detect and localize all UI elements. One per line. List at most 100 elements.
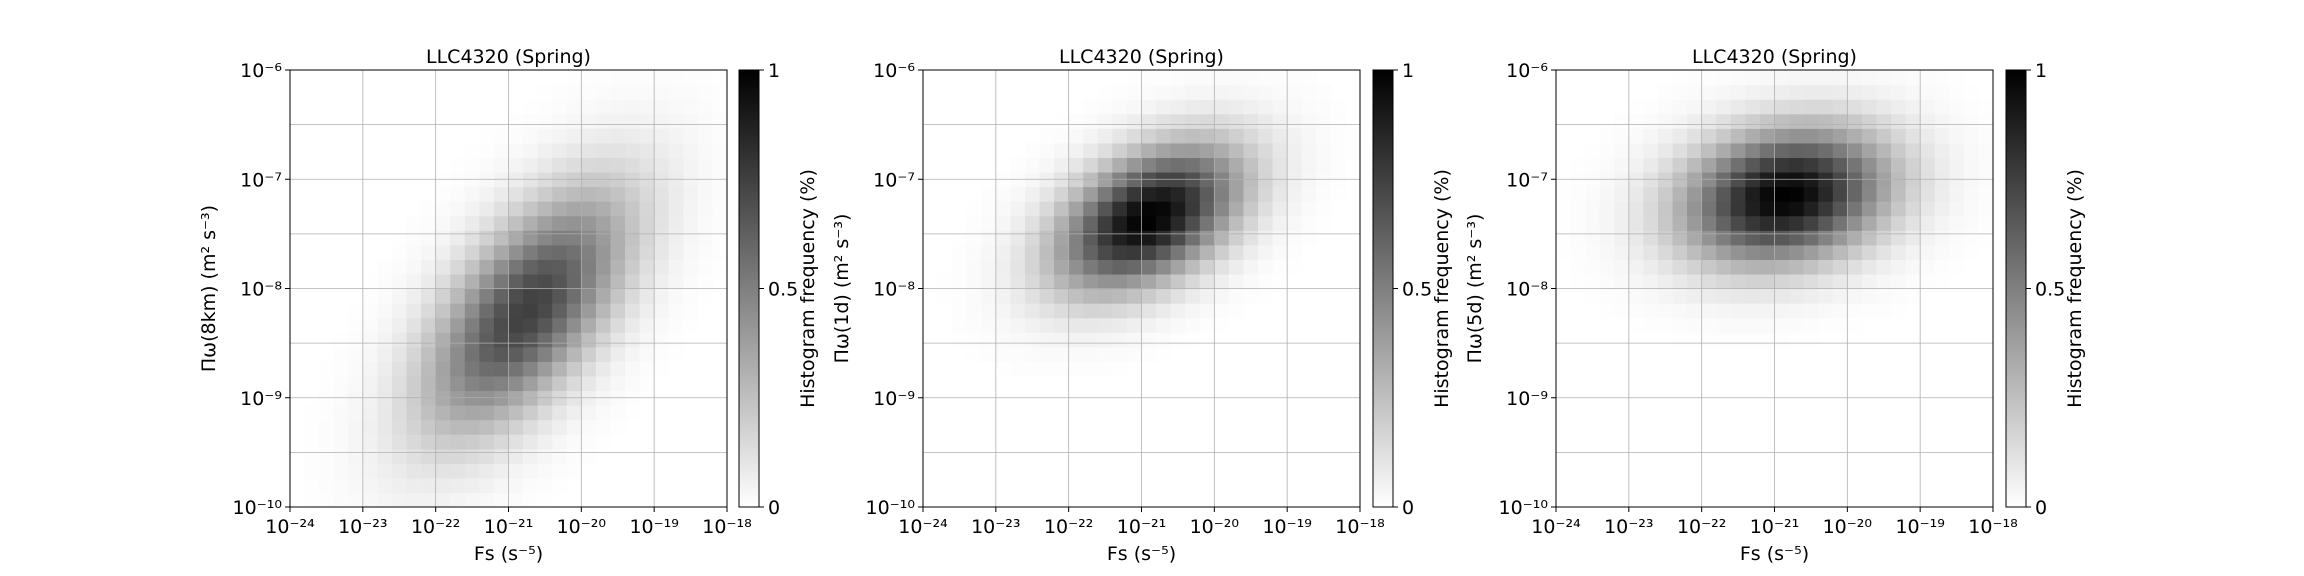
x-tick-label: 10⁻²² xyxy=(1677,516,1726,538)
heatmap-cell xyxy=(595,70,612,86)
heatmap-cell xyxy=(683,215,699,231)
heatmap-cell xyxy=(1978,215,1994,231)
heatmap-cell xyxy=(1054,273,1070,290)
heatmap-cell xyxy=(1185,128,1201,144)
heatmap-cell xyxy=(595,434,612,450)
heatmap-cell xyxy=(1039,317,1055,333)
heatmap-cell xyxy=(1730,303,1746,319)
y-axis-label: Πω(1d) (m² s⁻³) xyxy=(831,214,853,364)
heatmap-cell xyxy=(1097,332,1113,348)
heatmap-cell xyxy=(1701,128,1717,144)
heatmap-cell xyxy=(406,361,422,377)
heatmap-cell xyxy=(537,332,553,348)
heatmap-cell xyxy=(1832,303,1848,319)
heatmap-cell xyxy=(1345,142,1361,158)
heatmap-cell xyxy=(435,201,451,217)
heatmap-cell xyxy=(566,259,582,275)
heatmap-cell xyxy=(610,128,626,144)
heatmap-cell xyxy=(1716,84,1732,100)
heatmap-cell xyxy=(1199,186,1215,202)
heatmap-cell xyxy=(523,113,539,129)
heatmap-cell xyxy=(1628,186,1644,202)
heatmap-cell xyxy=(537,346,553,362)
heatmap-cell xyxy=(493,346,510,362)
heatmap-cell xyxy=(377,463,393,479)
heatmap-cell xyxy=(581,405,597,421)
heatmap-cell xyxy=(1272,201,1288,217)
heatmap-cell xyxy=(1039,244,1055,260)
heatmap-cell xyxy=(1643,244,1659,260)
heatmap-cell xyxy=(1818,113,1834,129)
x-tick-label: 10⁻¹⁸ xyxy=(702,516,751,538)
heatmap-cell xyxy=(1934,273,1950,290)
heatmap-cell xyxy=(1643,186,1659,202)
heatmap-cell xyxy=(508,434,524,450)
heatmap-cell xyxy=(1716,259,1732,275)
heatmap-cell xyxy=(362,434,378,450)
heatmap-cell xyxy=(595,99,612,115)
heatmap-cell xyxy=(683,186,699,202)
heatmap-cell xyxy=(1730,113,1746,129)
heatmap-cell xyxy=(537,215,553,231)
heatmap-cell xyxy=(362,303,378,319)
y-tick-label: 10⁻⁶ xyxy=(1506,60,1548,82)
heatmap-cell xyxy=(1628,244,1644,260)
heatmap-cell xyxy=(479,215,495,231)
heatmap-cell xyxy=(668,186,684,202)
heatmap-cell xyxy=(1287,215,1303,231)
chart-title: LLC4320 (Spring) xyxy=(426,46,591,68)
heatmap-cell xyxy=(523,463,539,479)
heatmap-cell xyxy=(479,128,495,144)
y-tick-label: 10⁻⁹ xyxy=(240,388,282,410)
heatmap-cell xyxy=(712,99,728,115)
heatmap-cell xyxy=(1716,99,1732,115)
heatmap-cell xyxy=(654,230,670,246)
heatmap-cell xyxy=(1672,128,1688,144)
heatmap-cell xyxy=(595,303,612,319)
heatmap-cell xyxy=(1789,332,1805,348)
heatmap-cell xyxy=(537,434,553,450)
heatmap-cell xyxy=(508,332,524,348)
heatmap-cell xyxy=(1730,186,1746,202)
heatmap-cell xyxy=(319,361,335,377)
heatmap-cell xyxy=(537,128,553,144)
heatmap-cell xyxy=(581,99,597,115)
heatmap-cell xyxy=(639,273,655,290)
heatmap-cell xyxy=(712,201,728,217)
y-axis-label: Πω(5d) (m² s⁻³) xyxy=(1464,214,1486,364)
heatmap-cell xyxy=(1774,317,1790,333)
heatmap-cell xyxy=(1818,273,1834,290)
heatmap-cell xyxy=(595,317,612,333)
heatmap-cell xyxy=(1745,317,1761,333)
heatmap-cell xyxy=(1891,99,1907,115)
heatmap-cell xyxy=(1054,288,1070,304)
heatmap-cell xyxy=(1083,128,1099,144)
heatmap-cell xyxy=(1199,230,1215,246)
heatmap-cell xyxy=(1068,273,1084,290)
heatmap-cell xyxy=(1010,215,1026,231)
heatmap-cell xyxy=(1614,113,1630,129)
heatmap-cell xyxy=(319,448,335,464)
heatmap-cell xyxy=(1083,288,1099,304)
heatmap-cell xyxy=(1905,142,1921,158)
heatmap-cell xyxy=(1759,186,1776,202)
heatmap-cell xyxy=(1847,201,1863,217)
heatmap-cell xyxy=(1934,99,1950,115)
heatmap-cell xyxy=(1126,142,1143,158)
heatmap-cell xyxy=(421,361,437,377)
heatmap-cell xyxy=(1316,157,1332,173)
heatmap-cell xyxy=(508,463,524,479)
heatmap-cell xyxy=(595,244,612,260)
heatmap-cell xyxy=(1287,113,1303,129)
heatmap-cell xyxy=(697,113,714,129)
heatmap-cell xyxy=(421,332,437,348)
heatmap-cell xyxy=(1672,259,1688,275)
heatmap-cell xyxy=(362,361,378,377)
heatmap-cell xyxy=(1141,346,1157,362)
heatmap-cell xyxy=(406,230,422,246)
heatmap-cell xyxy=(683,142,699,158)
heatmap-cell xyxy=(421,244,437,260)
x-axis-label: Fs (s⁻⁵) xyxy=(474,543,543,565)
heatmap-cell xyxy=(362,448,378,464)
heatmap-cell xyxy=(1847,230,1863,246)
